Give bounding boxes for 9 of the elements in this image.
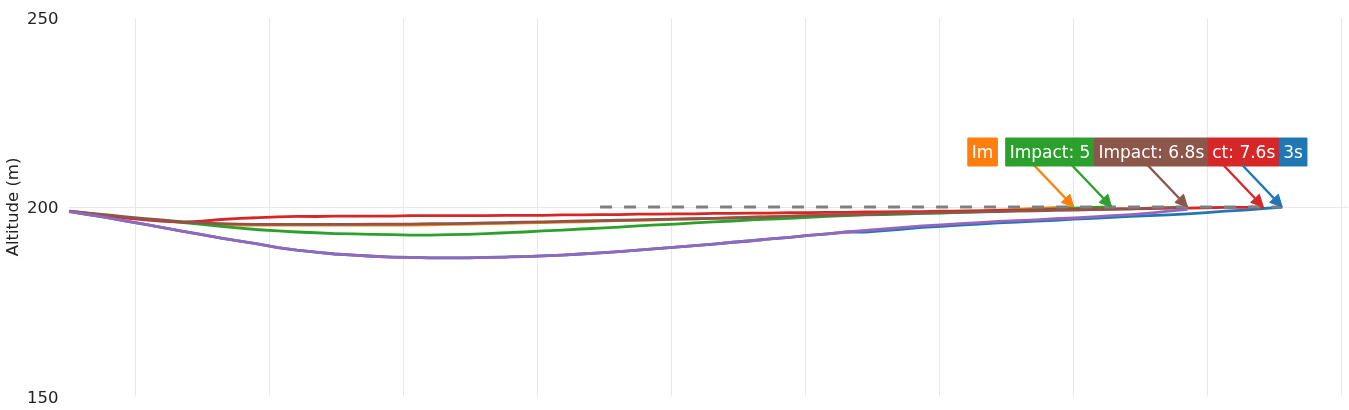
annotation: Impact: 6.8s: [1098, 142, 1205, 162]
y-tick-label: 150: [27, 387, 59, 407]
y-tick-label: 200: [27, 198, 59, 217]
annotation: Impact: 5: [1009, 142, 1091, 162]
annotation: Im: [971, 142, 994, 162]
annotation: ct: 7.6s: [1212, 142, 1276, 162]
y-axis-title: Altitude (m): [3, 157, 23, 257]
y-tick-label: 250: [27, 8, 59, 28]
annotation: 3s: [1283, 142, 1304, 162]
